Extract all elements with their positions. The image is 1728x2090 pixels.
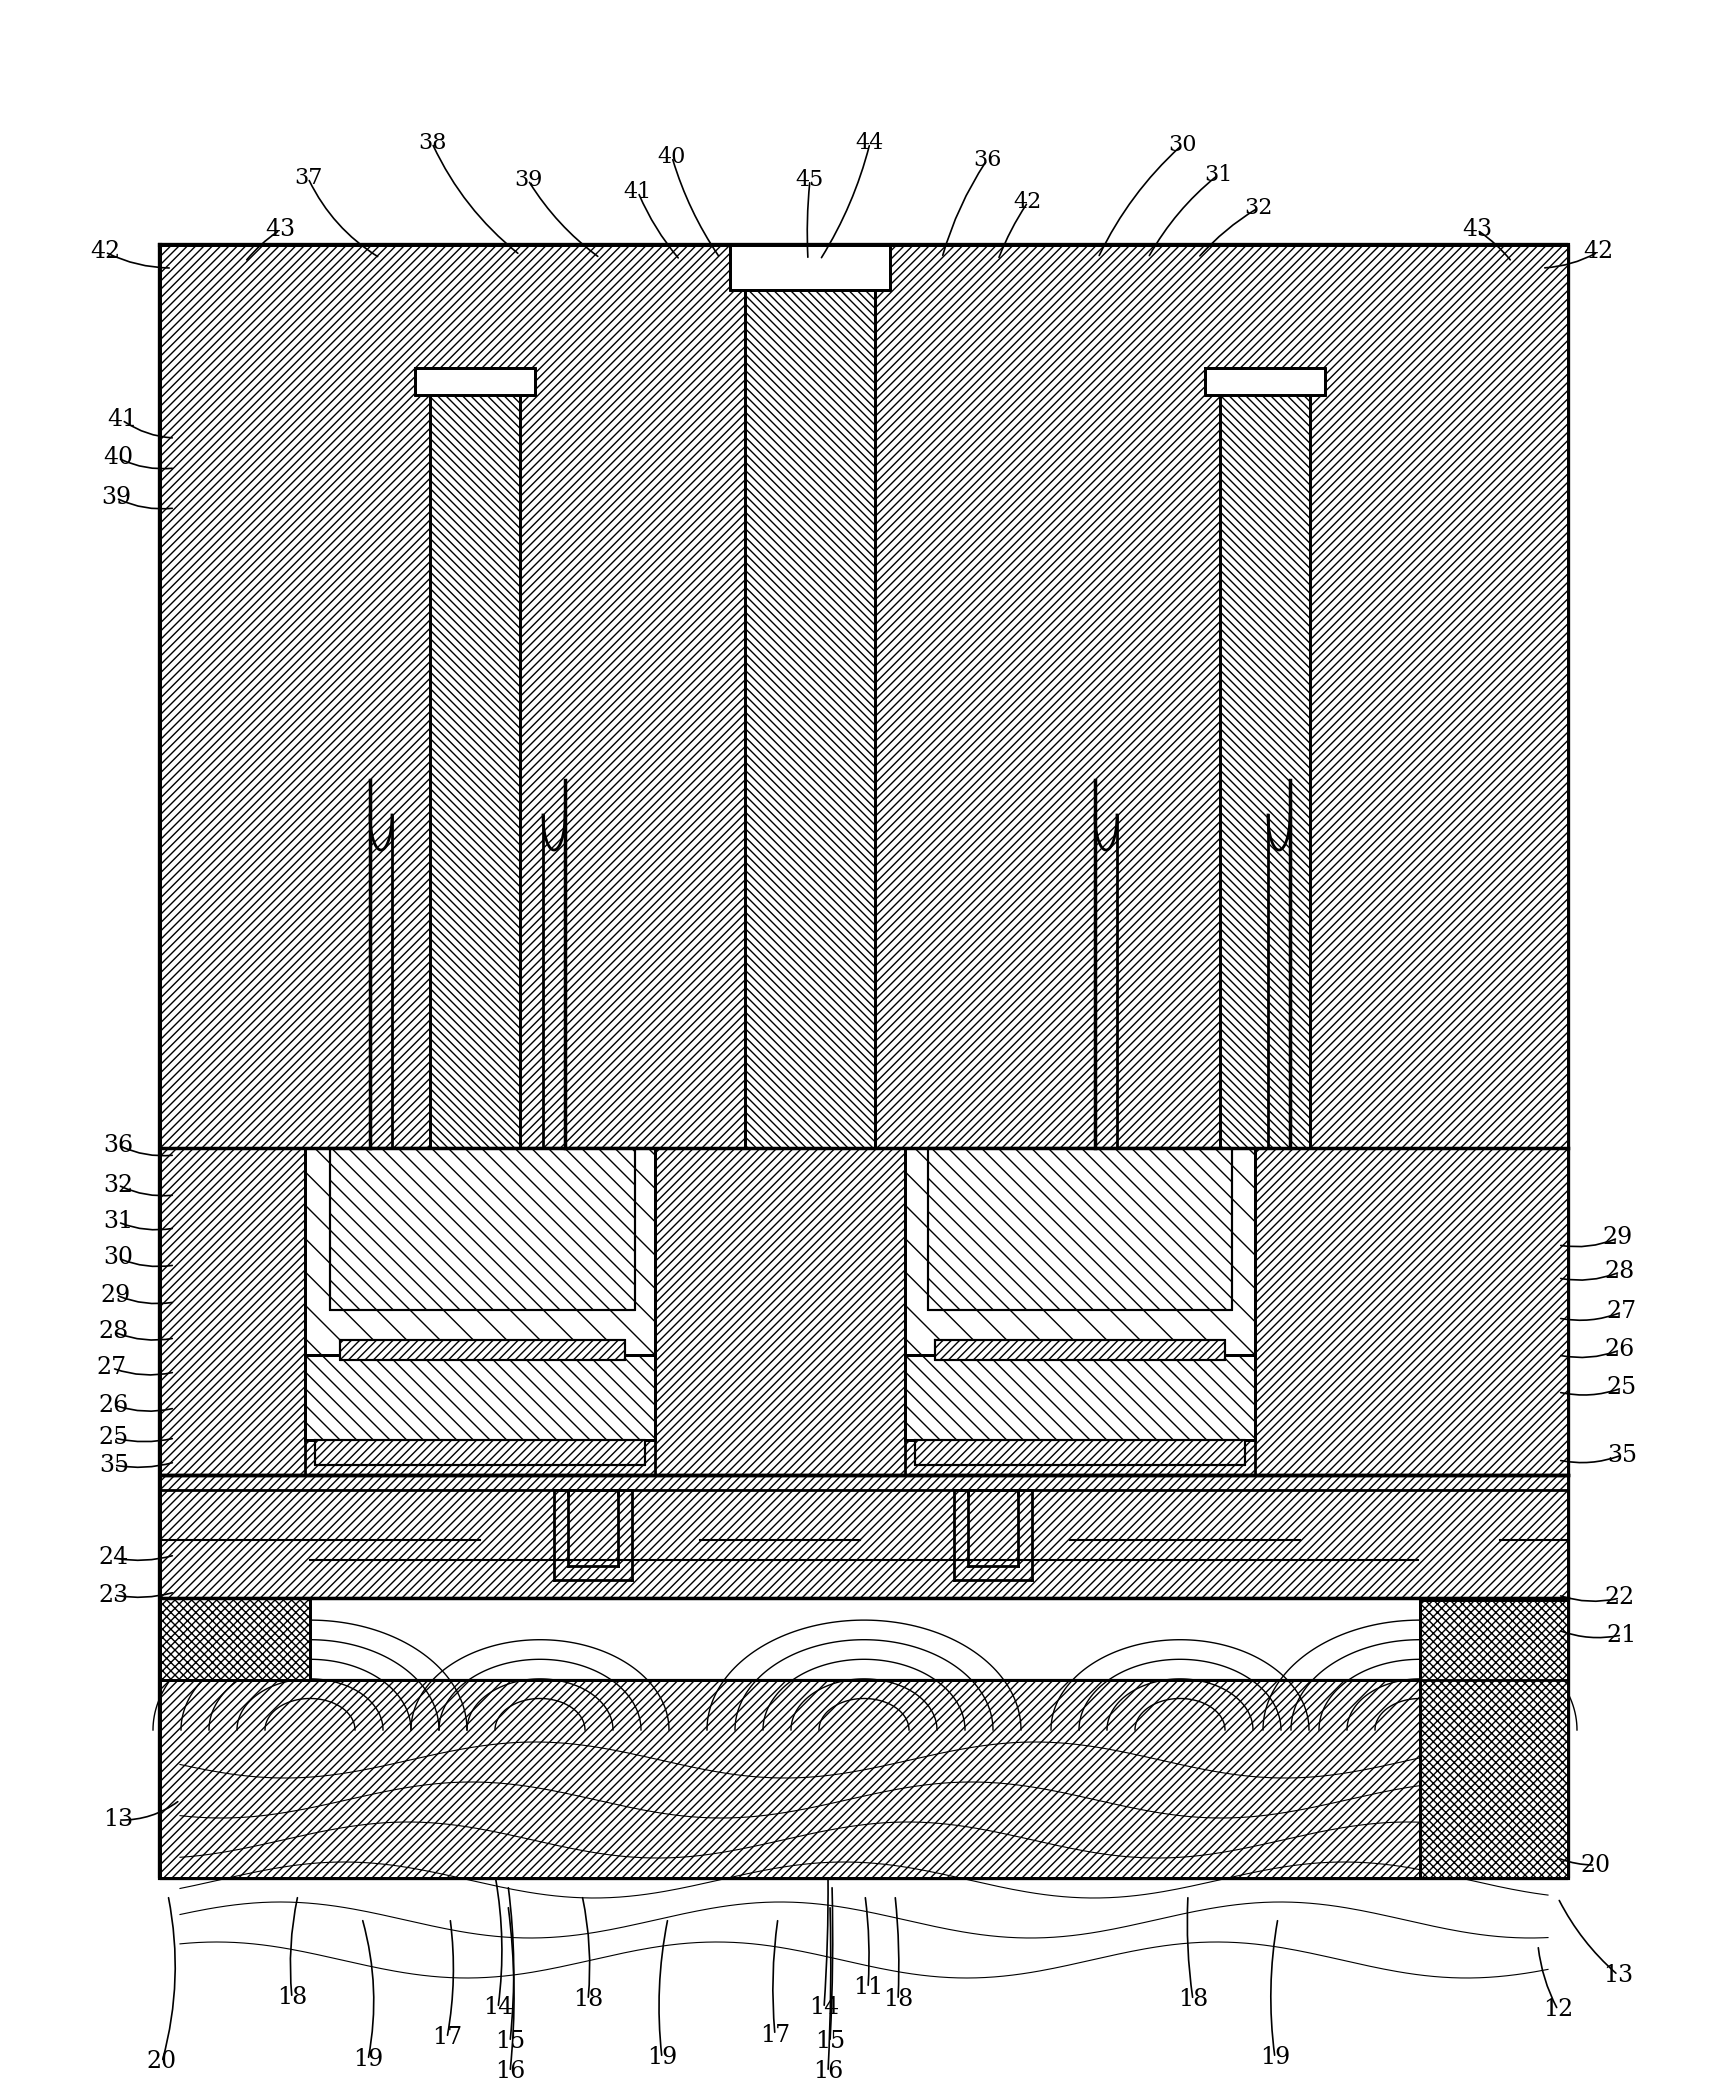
Text: 25: 25 bbox=[1607, 1377, 1636, 1400]
Text: 35: 35 bbox=[1607, 1444, 1636, 1467]
Polygon shape bbox=[1220, 391, 1310, 1147]
Text: 13: 13 bbox=[1604, 1963, 1633, 1986]
Polygon shape bbox=[729, 245, 890, 291]
Polygon shape bbox=[1204, 368, 1325, 395]
Polygon shape bbox=[935, 1340, 1225, 1361]
Text: 26: 26 bbox=[1605, 1338, 1635, 1361]
Text: 21: 21 bbox=[1607, 1624, 1636, 1647]
Text: 41: 41 bbox=[624, 182, 651, 203]
Text: 20: 20 bbox=[1579, 1854, 1610, 1877]
Text: 18: 18 bbox=[574, 1988, 603, 2011]
Polygon shape bbox=[1420, 1599, 1567, 1680]
Text: 26: 26 bbox=[98, 1394, 130, 1417]
Text: 42: 42 bbox=[1014, 190, 1042, 213]
Text: 19: 19 bbox=[646, 2046, 677, 2069]
Text: 18: 18 bbox=[276, 1986, 308, 2008]
Text: 40: 40 bbox=[104, 447, 133, 470]
Text: 16: 16 bbox=[812, 2061, 843, 2084]
Text: 30: 30 bbox=[104, 1246, 133, 1269]
Text: 14: 14 bbox=[482, 1996, 513, 2019]
Polygon shape bbox=[161, 1147, 1567, 1476]
Polygon shape bbox=[916, 1440, 1244, 1465]
Polygon shape bbox=[161, 1476, 1567, 1599]
Text: 40: 40 bbox=[658, 146, 686, 167]
Text: 39: 39 bbox=[513, 169, 543, 190]
Text: 19: 19 bbox=[1260, 2046, 1291, 2069]
Text: 17: 17 bbox=[432, 2027, 461, 2050]
Text: 38: 38 bbox=[418, 132, 446, 155]
Text: 29: 29 bbox=[1604, 1227, 1633, 1250]
Polygon shape bbox=[314, 1440, 645, 1465]
Text: 45: 45 bbox=[797, 169, 824, 190]
Polygon shape bbox=[340, 1340, 626, 1361]
Text: 41: 41 bbox=[107, 408, 137, 431]
Text: 43: 43 bbox=[1462, 219, 1491, 242]
Polygon shape bbox=[161, 1599, 309, 1680]
Text: 19: 19 bbox=[353, 2048, 384, 2071]
Text: 11: 11 bbox=[854, 1977, 883, 2000]
Text: 29: 29 bbox=[100, 1283, 131, 1306]
Text: 32: 32 bbox=[1244, 196, 1272, 219]
Polygon shape bbox=[161, 245, 1567, 1879]
Text: 28: 28 bbox=[98, 1321, 130, 1344]
Text: 31: 31 bbox=[104, 1210, 133, 1233]
Polygon shape bbox=[928, 1147, 1232, 1310]
Polygon shape bbox=[330, 1147, 634, 1310]
Text: 20: 20 bbox=[147, 2050, 176, 2073]
Text: 27: 27 bbox=[97, 1356, 128, 1379]
Polygon shape bbox=[905, 1354, 1255, 1440]
Polygon shape bbox=[1420, 1601, 1567, 1879]
Polygon shape bbox=[306, 1354, 655, 1440]
Polygon shape bbox=[161, 1680, 1567, 1879]
Text: 28: 28 bbox=[1605, 1260, 1635, 1283]
Text: 15: 15 bbox=[494, 2031, 525, 2054]
Text: 42: 42 bbox=[90, 240, 121, 263]
Polygon shape bbox=[430, 391, 520, 1147]
Text: 36: 36 bbox=[104, 1133, 133, 1156]
Polygon shape bbox=[905, 1147, 1255, 1354]
Text: 32: 32 bbox=[104, 1172, 133, 1195]
Polygon shape bbox=[415, 368, 536, 395]
Text: 23: 23 bbox=[98, 1584, 130, 1607]
Text: 14: 14 bbox=[809, 1996, 840, 2019]
Text: 17: 17 bbox=[760, 2023, 790, 2046]
Text: 12: 12 bbox=[1543, 1998, 1572, 2021]
Text: 22: 22 bbox=[1605, 1586, 1635, 1609]
Text: 43: 43 bbox=[264, 219, 295, 242]
Text: 42: 42 bbox=[1583, 240, 1614, 263]
Text: 13: 13 bbox=[104, 1808, 133, 1831]
Text: 35: 35 bbox=[98, 1453, 130, 1476]
Text: 36: 36 bbox=[973, 148, 1001, 171]
Text: 25: 25 bbox=[98, 1427, 130, 1450]
Polygon shape bbox=[161, 245, 1567, 1147]
Text: 27: 27 bbox=[1607, 1300, 1636, 1323]
Text: 37: 37 bbox=[294, 167, 321, 188]
Text: 44: 44 bbox=[855, 132, 885, 155]
Text: 24: 24 bbox=[98, 1547, 130, 1570]
Text: 16: 16 bbox=[494, 2061, 525, 2084]
Text: 18: 18 bbox=[883, 1988, 912, 2011]
Polygon shape bbox=[306, 1147, 655, 1354]
Text: 18: 18 bbox=[1178, 1988, 1208, 2011]
Text: 30: 30 bbox=[1168, 134, 1196, 157]
Text: 31: 31 bbox=[1204, 163, 1232, 186]
Polygon shape bbox=[161, 1599, 1567, 1680]
Text: 39: 39 bbox=[100, 487, 131, 510]
Polygon shape bbox=[745, 245, 874, 1147]
Text: 15: 15 bbox=[816, 2031, 845, 2054]
